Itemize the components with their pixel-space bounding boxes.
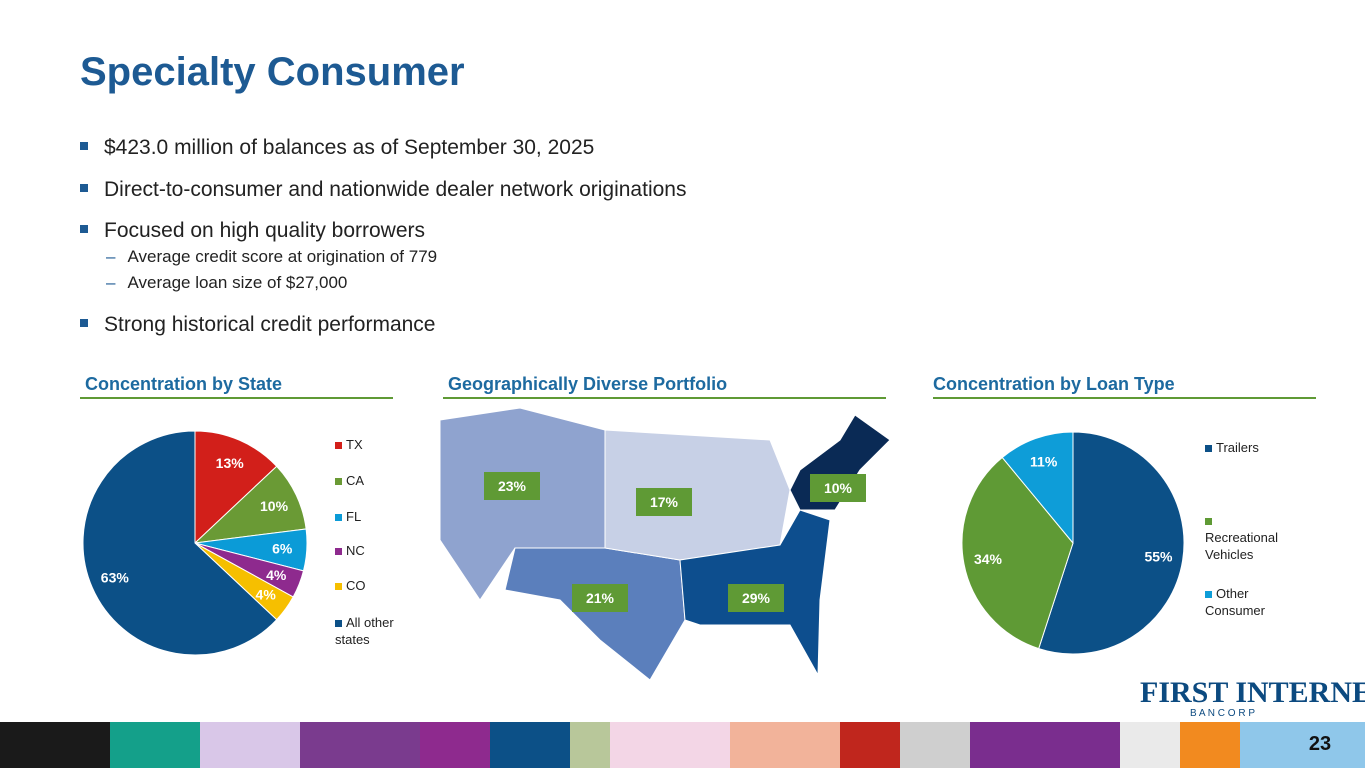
pie-slice <box>961 456 1074 650</box>
sub-bullet: Average loan size of $27,000 <box>106 273 347 293</box>
legend-entry: TX <box>335 436 415 453</box>
data-label: 6% <box>272 540 293 556</box>
legend-swatch <box>1205 518 1212 525</box>
legend-entry: CO <box>335 577 415 594</box>
bullet: Strong historical credit performance <box>80 313 435 337</box>
data-label: 13% <box>216 455 245 471</box>
legend-swatch <box>335 548 342 555</box>
data-label: 55% <box>1144 549 1173 565</box>
section-title: Concentration by Loan Type <box>933 374 1175 394</box>
data-label: 11% <box>1030 454 1058 470</box>
map-label: 21% <box>586 590 615 606</box>
legend-label: CA <box>346 473 365 488</box>
legend-swatch <box>1205 445 1212 452</box>
pie-slice <box>1001 431 1074 545</box>
legend-entry: FL <box>335 508 415 525</box>
data-label: 63% <box>101 570 130 586</box>
legend-entry: Other Consumer <box>1205 585 1285 619</box>
footer-strip <box>0 722 1365 768</box>
data-label: 34% <box>974 551 1003 567</box>
us-map <box>439 407 891 681</box>
data-label: 4% <box>266 567 287 583</box>
legend-label: Trailers <box>1216 440 1259 455</box>
bullet: $423.0 million of balances as of Septemb… <box>80 136 594 160</box>
legend-swatch <box>1205 591 1212 598</box>
map-label: 17% <box>650 494 679 510</box>
legend-entry: NC <box>335 542 415 559</box>
section-title: Geographically Diverse Portfolio <box>448 374 728 394</box>
map-label: 10% <box>824 480 853 496</box>
map-label: 23% <box>498 478 527 494</box>
legend-entry: Recreational Vehicles <box>1205 512 1285 563</box>
bullet: Focused on high quality borrowers <box>80 219 425 243</box>
logo-sub: B A N C O R P <box>1190 708 1255 719</box>
page-number: 23 <box>1309 733 1331 755</box>
legend-label: Recreational Vehicles <box>1205 530 1278 562</box>
legend-swatch <box>335 442 342 449</box>
legend-label: TX <box>346 437 363 452</box>
pie-slice <box>194 430 278 545</box>
legend-entry: All other states <box>335 614 415 648</box>
legend-swatch <box>335 583 342 590</box>
legend-label: NC <box>346 543 365 558</box>
legend-label: Other Consumer <box>1205 586 1265 618</box>
map-labels <box>484 472 866 612</box>
pie-slice <box>82 430 278 656</box>
pie-slice <box>1038 431 1185 655</box>
sub-bullet: Average credit score at origination of 7… <box>106 247 437 267</box>
map-label: 29% <box>742 590 771 606</box>
legend-label: CO <box>346 578 366 593</box>
data-label: 10% <box>260 498 289 514</box>
section-title: Concentration by State <box>85 374 283 394</box>
legend-label: FL <box>346 509 362 524</box>
legend-swatch <box>335 478 342 485</box>
bullet: Direct-to-consumer and nationwide dealer… <box>80 178 686 202</box>
logo: FIRST INTERNET <box>1140 676 1365 709</box>
legend-swatch <box>335 620 342 627</box>
title: Specialty Consumer <box>80 50 465 94</box>
legend-entry: CA <box>335 472 415 489</box>
data-label: 4% <box>256 586 277 602</box>
legend-entry: Trailers <box>1205 439 1285 456</box>
legend-swatch <box>335 514 342 521</box>
legend-label: All other states <box>335 615 394 647</box>
